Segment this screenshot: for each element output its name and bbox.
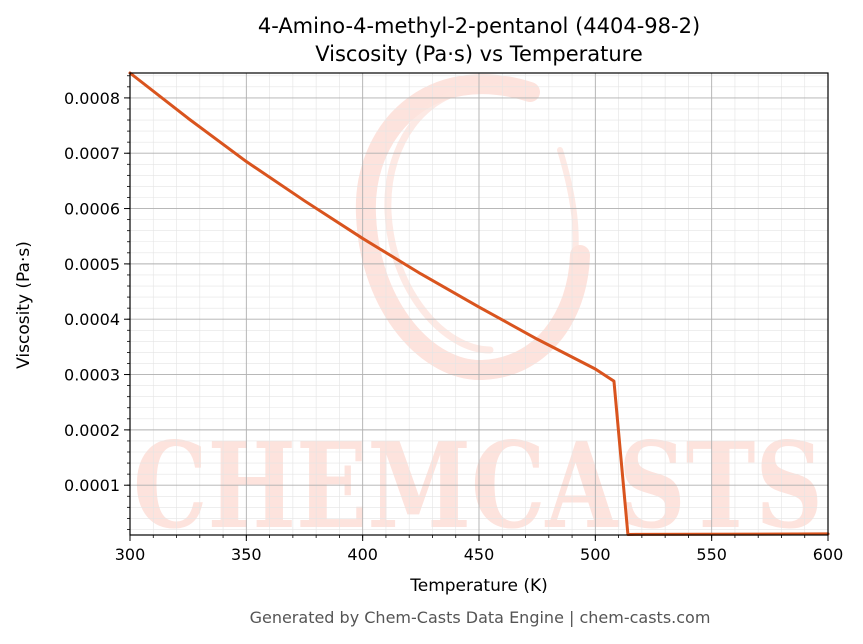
y-tick-label: 0.0006 xyxy=(64,200,120,219)
x-tick-label: 600 xyxy=(813,545,844,564)
y-tick-label: 0.0008 xyxy=(64,89,120,108)
footer-credit: Generated by Chem-Casts Data Engine | ch… xyxy=(249,608,711,627)
chart-title: 4-Amino-4-methyl-2-pentanol (4404-98-2) xyxy=(257,14,701,38)
x-tick-label: 400 xyxy=(347,545,378,564)
x-tick-label: 550 xyxy=(696,545,727,564)
chart-subtitle: Viscosity (Pa·s) vs Temperature xyxy=(315,42,643,66)
x-tick-label: 350 xyxy=(231,545,262,564)
axis-ticks xyxy=(124,75,829,541)
x-axis-label: Temperature (K) xyxy=(410,576,548,596)
viscosity-series-line xyxy=(128,71,830,536)
y-tick-label: 0.0002 xyxy=(64,421,120,440)
major-grid xyxy=(129,73,829,535)
x-tick-label: 500 xyxy=(580,545,611,564)
watermark-swirl-logo xyxy=(355,74,590,380)
y-tick-label: 0.0003 xyxy=(64,366,120,385)
y-tick-label: 0.0004 xyxy=(64,310,120,329)
y-tick-label: 0.0001 xyxy=(64,476,120,495)
y-tick-label: 0.0005 xyxy=(64,255,120,274)
y-axis-label: Viscosity (Pa·s) xyxy=(14,241,34,369)
y-tick-label: 0.0007 xyxy=(64,144,120,163)
x-tick-label: 300 xyxy=(115,545,146,564)
x-tick-label: 450 xyxy=(464,545,495,564)
tick-labels: 300 350 400 450 500 550 600 0.0001 0.0002 0.0003 0… xyxy=(64,89,843,564)
series-layer xyxy=(128,71,830,536)
